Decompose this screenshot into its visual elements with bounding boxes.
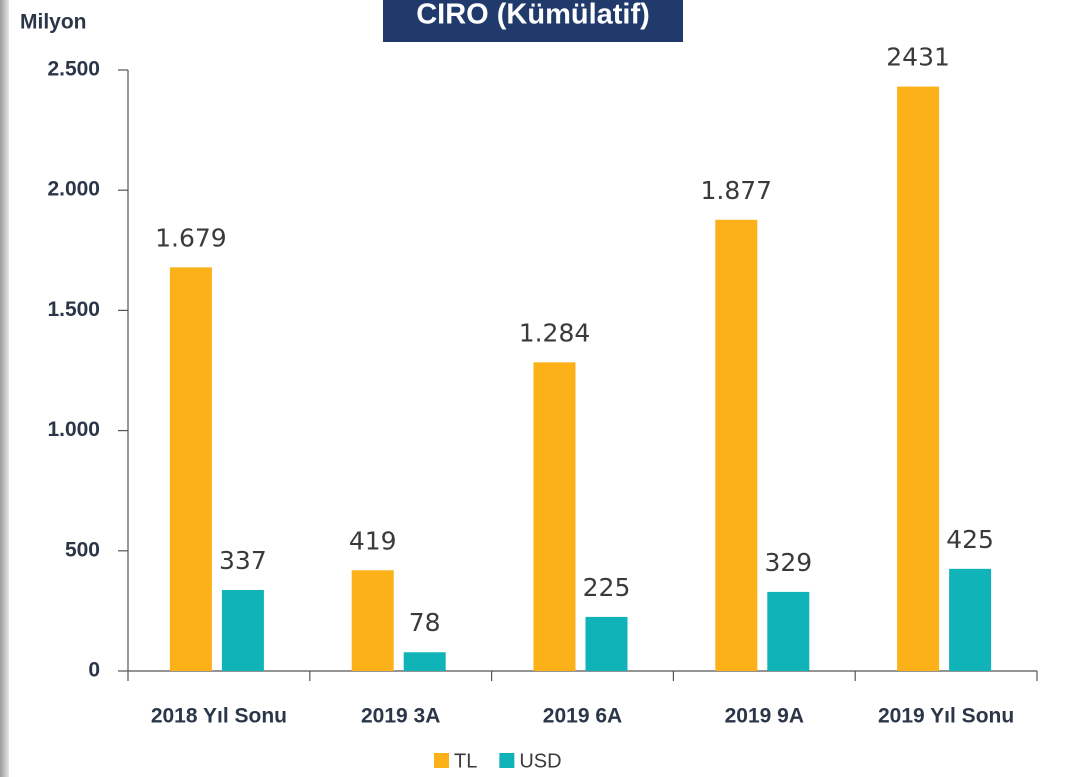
x-tick-label: 2019 3A — [361, 705, 440, 728]
bar — [169, 267, 212, 671]
bar — [585, 616, 628, 671]
value-label: 419 — [349, 526, 397, 555]
x-tick-label: 2019 6A — [543, 705, 622, 728]
bar — [533, 362, 576, 671]
value-label: 1.284 — [519, 318, 591, 347]
bar — [221, 589, 264, 671]
value-label: 78 — [409, 608, 441, 637]
y-tick-label: 1.500 — [47, 298, 100, 321]
x-tick-label: 2018 Yıl Sonu — [151, 705, 287, 728]
bar — [767, 591, 810, 671]
value-label: 337 — [219, 546, 267, 575]
bar — [403, 652, 446, 671]
edge-border — [0, 0, 9, 777]
bar — [897, 86, 940, 672]
legend-swatch — [434, 753, 449, 768]
bar — [351, 570, 394, 671]
value-label: 2431 — [886, 43, 950, 72]
y-tick-label: 0 — [88, 659, 100, 682]
value-label: 1.877 — [701, 176, 773, 205]
y-tick-label: 2.000 — [47, 178, 100, 201]
bar — [949, 568, 992, 671]
value-label: 425 — [946, 525, 994, 554]
legend-swatch — [499, 753, 515, 768]
y-tick-label: 500 — [65, 538, 100, 561]
value-label: 329 — [764, 548, 812, 577]
y-tick-label: 1.000 — [47, 418, 100, 441]
y-tick-label: 2.500 — [47, 58, 100, 81]
bar — [715, 219, 758, 671]
value-label: 1.679 — [155, 223, 227, 252]
legend-label: TL — [454, 750, 477, 772]
value-label: 225 — [583, 573, 631, 602]
x-tick-label: 2019 Yıl Sonu — [878, 705, 1014, 728]
title-box — [383, 0, 683, 42]
legend-label: USD — [519, 750, 561, 772]
chart-title: CIRO (Kümülatif) — [416, 0, 650, 31]
x-tick-label: 2019 9A — [725, 705, 804, 728]
y-axis-label: Milyon — [20, 11, 87, 34]
